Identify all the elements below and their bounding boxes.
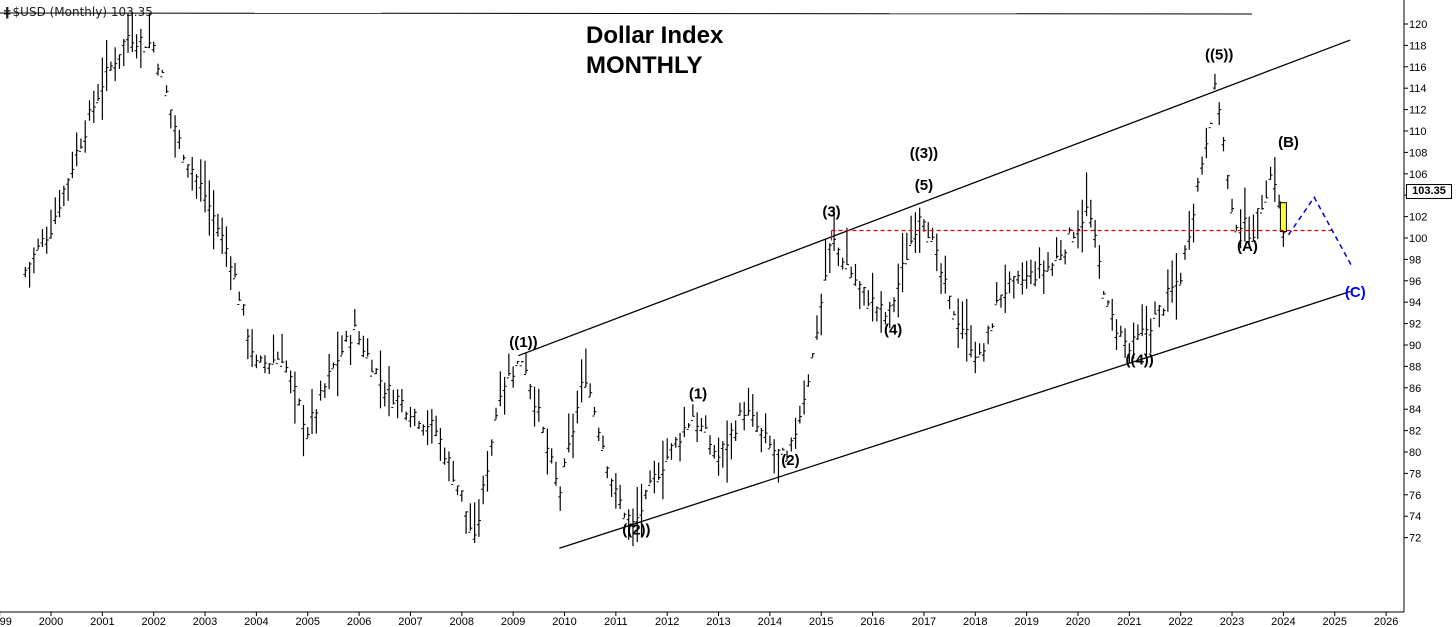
- current-bar-highlight: [1279, 202, 1287, 233]
- y-tick-label: 116: [1409, 62, 1427, 74]
- wave-label: (5): [915, 177, 933, 194]
- top-border-line: [0, 12, 1253, 15]
- channel-upper-line: [518, 39, 1351, 357]
- x-tick-label: 2022: [1168, 616, 1192, 627]
- symbol-label: $USD (Monthly) 103.35: [12, 5, 153, 19]
- x-tick-label: 2005: [296, 616, 320, 627]
- x-tick-label: 1999: [0, 616, 12, 627]
- x-tick-label: 2026: [1374, 616, 1398, 627]
- wave-label: (1): [689, 386, 707, 403]
- y-tick-label: 106: [1409, 169, 1427, 181]
- x-tick-label: 2012: [655, 616, 679, 627]
- wave-label: (2): [781, 452, 799, 469]
- wave-label: ((3)): [910, 145, 938, 162]
- x-tick-label: 2004: [244, 616, 268, 627]
- y-tick-label: 92: [1409, 319, 1421, 331]
- x-tick-label: 2002: [141, 616, 165, 627]
- x-tick-label: 2000: [39, 616, 63, 627]
- x-tick-label: 2023: [1220, 616, 1244, 627]
- y-tick-label: 84: [1409, 404, 1421, 416]
- x-tick-label: 2018: [963, 616, 987, 627]
- x-tick-label: 2017: [912, 616, 936, 627]
- x-tick-label: 2020: [1066, 616, 1090, 627]
- chart-subtitle: MONTHLY: [586, 52, 703, 79]
- wave-label: ((4)): [1125, 351, 1153, 368]
- wave-label: (3): [822, 204, 840, 221]
- x-tick-label: 2019: [1014, 616, 1038, 627]
- y-tick-label: 102: [1409, 212, 1427, 224]
- x-tick-label: 2015: [809, 616, 833, 627]
- y-tick-label: 90: [1409, 340, 1421, 352]
- y-tick-label: 114: [1409, 83, 1427, 95]
- x-tick-label: 2010: [552, 616, 576, 627]
- chart-title: Dollar Index: [586, 22, 724, 49]
- x-tick-label: 2009: [501, 616, 525, 627]
- y-tick-label: 110: [1409, 126, 1427, 138]
- y-tick-label: 74: [1409, 511, 1421, 523]
- y-tick-label: 80: [1409, 447, 1421, 459]
- y-tick-label: 112: [1409, 105, 1427, 117]
- wave-label: (B): [1278, 134, 1299, 151]
- last-price-tag: 103.35: [1406, 184, 1452, 199]
- x-tick-label: 2016: [860, 616, 884, 627]
- y-tick-label: 86: [1409, 383, 1421, 395]
- y-tick-label: 88: [1409, 361, 1421, 373]
- y-tick-label: 118: [1409, 40, 1427, 52]
- x-tick-label: 2021: [1117, 616, 1141, 627]
- x-tick-label: 2007: [398, 616, 422, 627]
- y-tick-label: 72: [1409, 533, 1421, 545]
- x-tick-label: 2024: [1271, 616, 1295, 627]
- y-tick-label: 82: [1409, 426, 1421, 438]
- symbol-header: ǂ $USD (Monthly) 103.35: [4, 5, 153, 19]
- y-tick-label: 108: [1409, 147, 1427, 159]
- wave-label: ((2)): [622, 521, 650, 538]
- wave-label: (4): [884, 321, 902, 338]
- wave-label: (C): [1345, 284, 1366, 301]
- y-tick-label: 94: [1409, 297, 1421, 309]
- x-tick-label: 2003: [193, 616, 217, 627]
- wave-label: ((1)): [509, 334, 537, 351]
- wave-label: ((5)): [1205, 46, 1233, 63]
- bar-chart-icon: ǂ: [4, 5, 11, 19]
- wave-label: (A): [1237, 238, 1258, 255]
- x-tick-label: 2025: [1323, 616, 1347, 627]
- channel-lower-line: [559, 290, 1351, 549]
- x-tick-label: 2014: [758, 616, 782, 627]
- y-tick-label: 78: [1409, 468, 1421, 480]
- x-tick-label: 2008: [450, 616, 474, 627]
- x-tick-label: 2011: [604, 616, 628, 627]
- y-tick-label: 120: [1409, 19, 1427, 31]
- y-tick-label: 98: [1409, 254, 1421, 266]
- x-tick-label: 2013: [706, 616, 730, 627]
- y-tick-label: 76: [1409, 490, 1421, 502]
- y-tick-label: 96: [1409, 276, 1421, 288]
- projection-path: [1287, 195, 1354, 269]
- x-tick-label: 2006: [347, 616, 371, 627]
- y-tick-label: 100: [1409, 233, 1427, 245]
- x-tick-label: 2001: [90, 616, 114, 627]
